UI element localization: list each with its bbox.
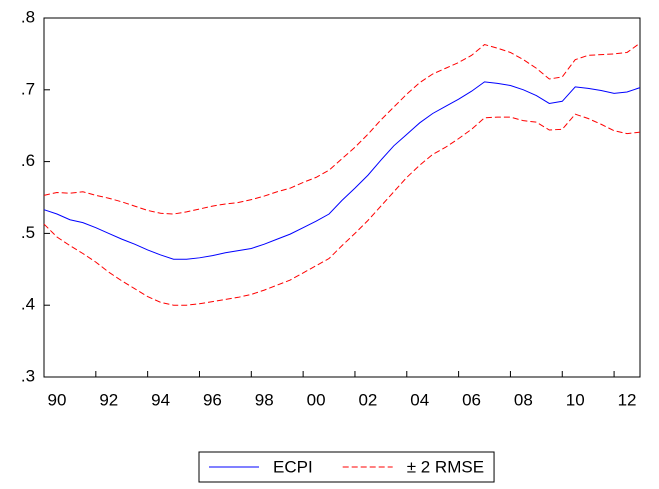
- data-line: [43, 81, 641, 260]
- y-tick-label: .8: [21, 7, 35, 26]
- plot-frame: [43, 17, 641, 378]
- x-tick-label: 94: [151, 390, 170, 409]
- data-line: [43, 42, 641, 215]
- x-tick-label: 00: [307, 390, 326, 409]
- x-tick-label: 92: [99, 390, 118, 409]
- x-tick-label: 10: [566, 390, 585, 409]
- x-tick-label: 98: [255, 390, 274, 409]
- y-tick-label: .5: [21, 223, 35, 242]
- x-tick-label: 02: [358, 390, 377, 409]
- x-tick-label: 06: [462, 390, 481, 409]
- legend-label: ECPI: [273, 457, 313, 476]
- x-tick-label: 12: [618, 390, 637, 409]
- x-tick-label: 90: [47, 390, 66, 409]
- legend: ECPI ± 2 RMSE: [198, 451, 495, 483]
- y-tick-label: .6: [21, 151, 35, 170]
- legend-label: ± 2 RMSE: [407, 457, 484, 476]
- y-tick-label: .7: [21, 79, 35, 98]
- data-line: [43, 113, 641, 306]
- x-tick-label: 96: [203, 390, 222, 409]
- y-tick-label: .3: [21, 366, 35, 385]
- x-tick-label: 04: [410, 390, 429, 409]
- y-tick-label: .4: [21, 295, 35, 314]
- x-tick-label: 08: [514, 390, 533, 409]
